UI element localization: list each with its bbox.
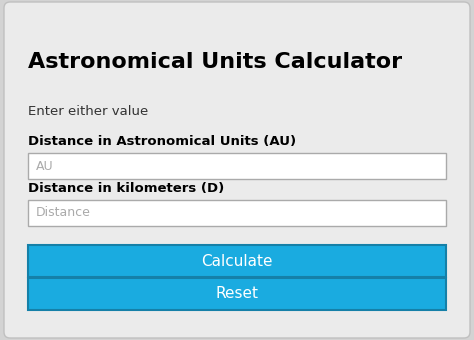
Text: Distance in kilometers (D): Distance in kilometers (D) xyxy=(28,182,224,195)
Bar xyxy=(28,245,446,277)
Bar xyxy=(28,200,446,226)
Text: Enter either value: Enter either value xyxy=(28,105,148,118)
Text: Reset: Reset xyxy=(216,287,258,302)
Text: Distance in Astronomical Units (AU): Distance in Astronomical Units (AU) xyxy=(28,135,296,148)
Text: Distance: Distance xyxy=(36,206,91,220)
Bar xyxy=(28,153,446,179)
FancyBboxPatch shape xyxy=(4,2,470,338)
Text: Calculate: Calculate xyxy=(201,254,273,269)
Text: Astronomical Units Calculator: Astronomical Units Calculator xyxy=(28,52,402,72)
Text: AU: AU xyxy=(36,159,54,172)
Bar xyxy=(28,278,446,310)
